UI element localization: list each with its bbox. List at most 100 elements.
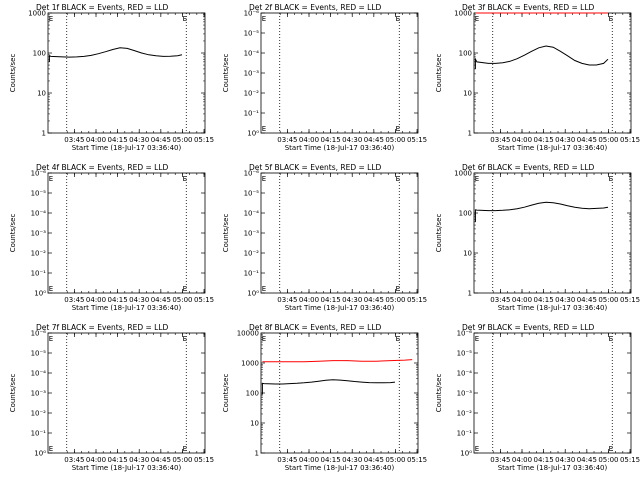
event-marker: E (475, 335, 479, 343)
x-tick-label: 04:30 (342, 136, 362, 144)
y-tick-label: 10⁻² (244, 250, 260, 258)
y-tick-label: 10⁰ (247, 290, 259, 298)
x-axis-label: Start Time (18-Jul-17 03:36:40) (72, 304, 182, 312)
x-tick-label: 04:45 (577, 296, 597, 304)
x-tick-label: 04:15 (108, 136, 128, 144)
y-tick-label: 1000 (28, 10, 46, 18)
y-tick-label: 10⁻² (31, 410, 47, 418)
x-tick-label: 05:15 (620, 136, 640, 144)
y-axis-label: Counts/sec (222, 214, 230, 253)
series-events-line (474, 45, 609, 69)
y-tick-label: 10⁻⁴ (244, 210, 260, 218)
y-tick-label: 10⁻⁵ (244, 30, 260, 38)
y-tick-label: 10000 (237, 330, 259, 338)
x-tick-label: 05:15 (194, 296, 214, 304)
y-tick-label: 10⁻⁶ (31, 330, 47, 338)
event-marker: E (262, 285, 266, 293)
event-marker: E (475, 175, 479, 183)
y-tick-label: 10⁻⁴ (457, 370, 473, 378)
x-axis-label: Start Time (18-Jul-17 03:36:40) (498, 144, 608, 152)
x-tick-label: 05:15 (620, 456, 640, 464)
y-tick-label: 10⁻⁶ (244, 10, 260, 18)
event-marker: E (49, 445, 53, 453)
y-tick-label: 10⁻⁴ (31, 370, 47, 378)
y-tick-label: 10⁰ (34, 450, 46, 458)
y-tick-label: 1000 (241, 360, 259, 368)
x-tick-label: 04:00 (299, 136, 319, 144)
y-tick-label: 10⁰ (34, 290, 46, 298)
event-marker: E (49, 175, 53, 183)
event-marker: E (396, 175, 400, 183)
y-axis-label: Counts/sec (9, 374, 17, 413)
event-marker: E (396, 335, 400, 343)
event-marker: E (183, 445, 187, 453)
x-axis-label: Start Time (18-Jul-17 03:36:40) (72, 464, 182, 472)
y-tick-label: 100 (33, 50, 46, 58)
x-tick-label: 04:00 (512, 296, 532, 304)
x-tick-label: 04:45 (364, 136, 384, 144)
x-axis-label: Start Time (18-Jul-17 03:36:40) (498, 464, 608, 472)
event-marker: E (396, 285, 400, 293)
x-tick-label: 04:15 (534, 296, 554, 304)
x-tick-label: 03:45 (64, 296, 84, 304)
event-marker: E (183, 285, 187, 293)
event-marker: E (49, 285, 53, 293)
x-tick-label: 05:00 (172, 296, 192, 304)
y-tick-label: 100 (459, 50, 472, 58)
event-marker: E (475, 445, 479, 453)
x-tick-label: 03:45 (64, 136, 84, 144)
x-tick-label: 05:00 (172, 136, 192, 144)
x-tick-label: 05:15 (407, 136, 427, 144)
event-marker: E (609, 445, 613, 453)
x-axis-label: Start Time (18-Jul-17 03:36:40) (285, 144, 395, 152)
x-tick-label: 04:45 (577, 136, 597, 144)
x-tick-label: 04:30 (555, 296, 575, 304)
plot-frame (47, 172, 206, 294)
x-tick-label: 05:15 (407, 296, 427, 304)
plot-frame (473, 332, 632, 454)
series-events-line (261, 379, 396, 395)
event-marker: E (183, 175, 187, 183)
x-tick-label: 03:45 (277, 296, 297, 304)
y-axis-label: Counts/sec (222, 54, 230, 93)
x-tick-label: 04:45 (151, 136, 171, 144)
plot-frame (260, 332, 419, 454)
series-lld-line (262, 359, 413, 363)
y-tick-label: 10⁻³ (31, 230, 47, 238)
y-tick-label: 10⁻⁶ (457, 330, 473, 338)
y-tick-label: 100 (459, 210, 472, 218)
x-tick-label: 04:15 (321, 296, 341, 304)
x-tick-label: 04:00 (86, 136, 106, 144)
y-tick-label: 10⁻³ (244, 230, 260, 238)
series-events-line (474, 201, 609, 222)
x-tick-label: 03:45 (490, 296, 510, 304)
x-tick-label: 03:45 (490, 136, 510, 144)
x-tick-label: 05:15 (407, 456, 427, 464)
series-events-line (48, 47, 183, 62)
event-marker: E (183, 335, 187, 343)
plot-frame (47, 12, 206, 134)
x-tick-label: 03:45 (277, 136, 297, 144)
y-tick-label: 10⁻¹ (244, 110, 260, 118)
y-axis-label: Counts/sec (222, 374, 230, 413)
x-tick-label: 05:00 (172, 456, 192, 464)
y-tick-label: 10 (463, 90, 472, 98)
y-axis-label: Counts/sec (435, 374, 443, 413)
y-tick-label: 10⁻⁵ (31, 190, 47, 198)
y-tick-label: 10⁻⁶ (31, 170, 47, 178)
y-tick-label: 10 (250, 420, 259, 428)
event-marker: E (262, 125, 266, 133)
x-tick-label: 04:30 (129, 296, 149, 304)
plot-frame (473, 12, 632, 134)
y-tick-label: 1 (42, 130, 46, 138)
panel-title: Det 1f BLACK = Events, RED = LLD (36, 3, 169, 12)
x-tick-label: 04:15 (534, 136, 554, 144)
y-tick-label: 10⁻¹ (31, 270, 47, 278)
y-tick-label: 10⁰ (247, 130, 259, 138)
x-tick-label: 04:30 (555, 136, 575, 144)
